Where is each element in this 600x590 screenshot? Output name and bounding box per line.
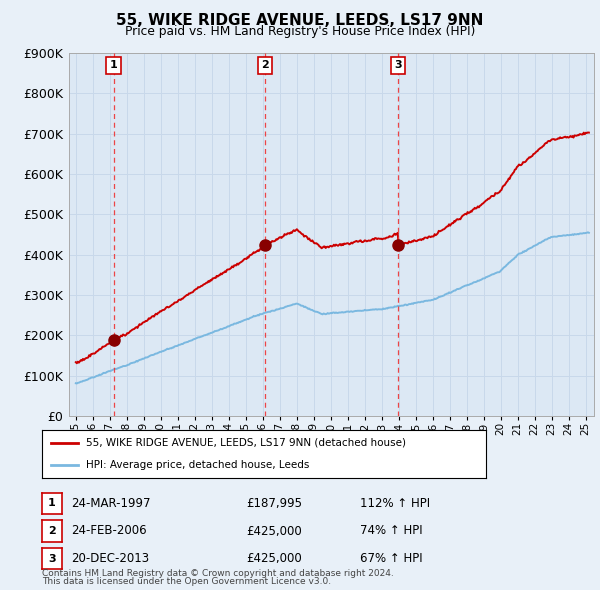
Text: HPI: Average price, detached house, Leeds: HPI: Average price, detached house, Leed… xyxy=(86,460,310,470)
Text: Contains HM Land Registry data © Crown copyright and database right 2024.: Contains HM Land Registry data © Crown c… xyxy=(42,569,394,578)
Text: 55, WIKE RIDGE AVENUE, LEEDS, LS17 9NN (detached house): 55, WIKE RIDGE AVENUE, LEEDS, LS17 9NN (… xyxy=(86,438,406,448)
Text: 67% ↑ HPI: 67% ↑ HPI xyxy=(360,552,422,565)
Text: £425,000: £425,000 xyxy=(246,552,302,565)
Text: 112% ↑ HPI: 112% ↑ HPI xyxy=(360,497,430,510)
Text: Price paid vs. HM Land Registry's House Price Index (HPI): Price paid vs. HM Land Registry's House … xyxy=(125,25,475,38)
Text: 2: 2 xyxy=(261,60,269,70)
Text: £187,995: £187,995 xyxy=(246,497,302,510)
Text: 3: 3 xyxy=(394,60,402,70)
Text: 24-FEB-2006: 24-FEB-2006 xyxy=(71,525,146,537)
Text: 1: 1 xyxy=(110,60,118,70)
Text: £425,000: £425,000 xyxy=(246,525,302,537)
Text: 2: 2 xyxy=(48,526,56,536)
Text: 20-DEC-2013: 20-DEC-2013 xyxy=(71,552,149,565)
Text: 24-MAR-1997: 24-MAR-1997 xyxy=(71,497,151,510)
Text: 55, WIKE RIDGE AVENUE, LEEDS, LS17 9NN: 55, WIKE RIDGE AVENUE, LEEDS, LS17 9NN xyxy=(116,13,484,28)
Text: 3: 3 xyxy=(48,554,56,563)
Text: 74% ↑ HPI: 74% ↑ HPI xyxy=(360,525,422,537)
Text: This data is licensed under the Open Government Licence v3.0.: This data is licensed under the Open Gov… xyxy=(42,578,331,586)
Text: 1: 1 xyxy=(48,499,56,508)
